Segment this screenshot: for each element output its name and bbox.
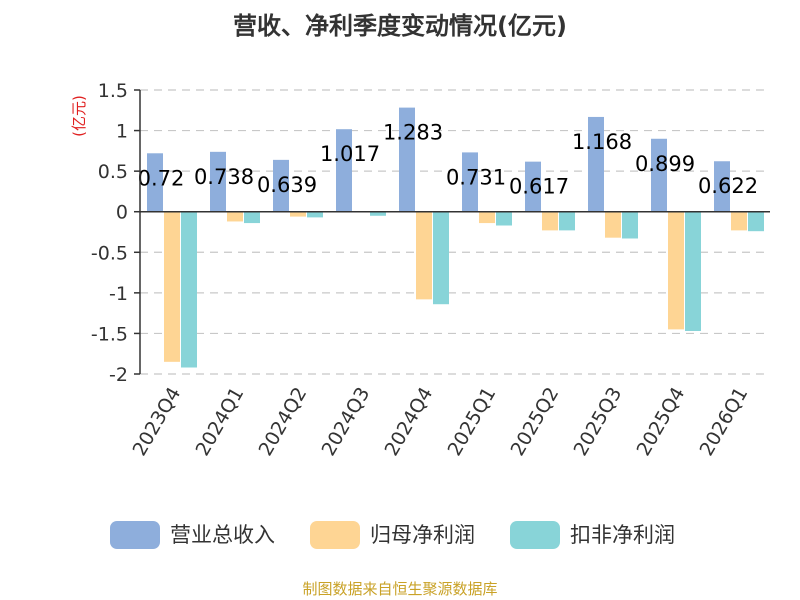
legend-swatch: [110, 521, 160, 549]
x-tick-label: 2024Q2: [255, 384, 312, 460]
bar-3-2024Q1: [244, 211, 260, 224]
bar-2-2025Q3: [605, 211, 621, 238]
x-tick-label: 2024Q1: [192, 384, 249, 460]
bar-2-2024Q1: [227, 211, 243, 222]
bar-3-2025Q3: [622, 211, 638, 239]
axes: [134, 89, 770, 375]
x-tick-labels: 2023Q4 2024Q1 2024Q2 2024Q3 2024Q4 2025Q1 2025…: [129, 384, 753, 460]
y-tick-label: 0.5: [98, 161, 128, 183]
legend-swatch: [310, 521, 360, 549]
source-note: 制图数据来自恒生聚源数据库: [302, 580, 497, 598]
bar-1-2023Q4: [147, 153, 163, 212]
bar-1-2025Q2: [525, 161, 541, 212]
bar-2-2023Q4: [164, 211, 180, 362]
bar-3-2024Q3: [370, 211, 386, 216]
bar-2-2024Q4: [416, 211, 432, 300]
legend-swatch: [510, 521, 560, 549]
bar-1-2025Q4: [651, 138, 667, 212]
bar-3-2025Q2: [559, 211, 575, 231]
value-label: 1.017: [320, 142, 380, 166]
value-label: 0.72: [138, 166, 185, 190]
grid-lines: [140, 89, 770, 375]
bar-3-2024Q2: [307, 211, 323, 218]
legend-label: 扣非净利润: [570, 523, 675, 547]
x-tick-label: 2025Q1: [444, 384, 501, 460]
value-label: 0.617: [509, 175, 569, 199]
bars: [147, 107, 764, 368]
bar-3-2024Q4: [433, 211, 449, 305]
bar-2-2025Q4: [668, 211, 684, 330]
x-tick-label: 2024Q3: [318, 384, 375, 460]
bar-1-2025Q3: [588, 116, 604, 212]
value-label: 0.899: [635, 152, 695, 176]
value-label: 0.622: [698, 174, 758, 198]
bar-2-2024Q2: [290, 211, 306, 217]
bar-3-2023Q4: [181, 211, 197, 368]
legend: 营业总收入 归母净利润 扣非净利润: [110, 521, 675, 549]
value-label: 0.738: [194, 165, 254, 189]
x-tick-label: 2025Q3: [570, 384, 627, 460]
value-label: 1.283: [383, 121, 443, 145]
y-tick-label: 1.5: [98, 80, 128, 102]
bar-2-2025Q1: [479, 211, 495, 224]
y-tick-label: 0: [116, 202, 128, 224]
y-unit-label: (亿元): [70, 95, 88, 137]
x-tick-label: 2026Q1: [696, 384, 753, 460]
y-tick-label: -0.5: [91, 242, 128, 264]
bar-1-2026Q1: [714, 161, 730, 212]
bar-1-2025Q1: [462, 152, 478, 212]
bar-3-2025Q1: [496, 211, 512, 226]
y-tick-labels: 1.5 1 0.5 0 -0.5 -1 -1.5 -2: [91, 80, 128, 386]
y-tick-label: -2: [109, 364, 128, 386]
x-tick-label: 2025Q2: [507, 384, 564, 460]
bar-1-2024Q3: [336, 129, 352, 212]
x-tick-label: 2023Q4: [129, 384, 186, 460]
x-tick-label: 2025Q4: [633, 384, 690, 460]
bar-1-2024Q1: [210, 151, 226, 212]
y-tick-label: -1: [109, 283, 128, 305]
value-label: 0.639: [257, 173, 317, 197]
bar-1-2024Q4: [399, 107, 415, 212]
bar-3-2025Q4: [685, 211, 701, 331]
y-tick-label: 1: [116, 121, 128, 143]
bar-3-2026Q1: [748, 211, 764, 232]
y-tick-label: -1.5: [91, 323, 128, 345]
value-label: 1.168: [572, 130, 632, 154]
legend-label: 归母净利润: [370, 523, 475, 547]
bar-2-2025Q2: [542, 211, 558, 231]
value-label: 0.731: [446, 165, 506, 189]
bar-2-2026Q1: [731, 211, 747, 231]
legend-label: 营业总收入: [170, 523, 275, 547]
bar-1-2024Q2: [273, 159, 289, 212]
chart-title: 营收、净利季度变动情况(亿元): [233, 12, 567, 40]
x-tick-label: 2024Q4: [381, 384, 438, 460]
